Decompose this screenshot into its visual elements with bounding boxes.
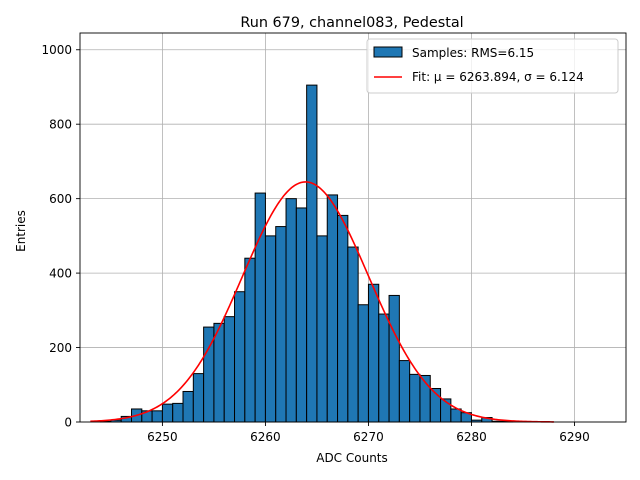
histogram-bar [326, 194, 339, 423]
plot-frame [79, 32, 627, 423]
y-tick-label: 600 [49, 192, 72, 206]
histogram-bar [223, 316, 236, 423]
histogram-bar [388, 294, 400, 423]
y-axis-ticks: 0 200 400 600 800 1000 [41, 43, 80, 429]
histogram-bar [316, 235, 328, 423]
histogram-bar [347, 246, 359, 423]
y-axis-label: Entries [14, 210, 28, 252]
histogram-bar [275, 226, 287, 423]
x-axis-ticks: 6250 6260 6270 6280 6290 [147, 422, 590, 444]
legend-bar-swatch [373, 46, 403, 58]
y-tick-label: 400 [49, 266, 72, 280]
x-tick-label: 6280 [456, 430, 487, 444]
histogram-bar [450, 408, 462, 423]
x-axis-label: ADC Counts [316, 451, 388, 465]
y-tick-label: 1000 [41, 43, 72, 57]
histogram-bar [337, 214, 349, 423]
legend: Samples: RMS=6.15 Fit: μ = 6263.894, σ =… [366, 38, 619, 94]
histogram-bar [182, 390, 194, 423]
x-tick-label: 6260 [250, 430, 281, 444]
y-tick-label: 800 [49, 118, 72, 132]
x-tick-label: 6290 [559, 430, 590, 444]
histogram-bar [357, 304, 369, 423]
histogram-bar [161, 403, 174, 423]
legend-label-samples: Samples: RMS=6.15 [412, 46, 534, 60]
histogram-bar [409, 373, 421, 423]
histogram-bar [234, 291, 246, 423]
x-tick-label: 6250 [147, 430, 178, 444]
gaussian-fit-curve [90, 181, 554, 423]
histogram-bar [244, 257, 256, 423]
histogram-bar [192, 373, 205, 423]
histogram-bar [264, 235, 277, 423]
histogram-bar [398, 360, 411, 423]
legend-label-fit: Fit: μ = 6263.894, σ = 6.124 [412, 70, 584, 84]
histogram-bar [306, 84, 318, 423]
histogram-bar [151, 410, 163, 423]
x-tick-label: 6270 [353, 430, 384, 444]
chart-title: Run 679, channel083, Pedestal [240, 15, 463, 31]
histogram-bar [295, 207, 308, 423]
histogram-bar [378, 313, 390, 423]
y-tick-label: 0 [64, 415, 72, 429]
histogram-bar [213, 322, 225, 423]
histogram-bar [285, 198, 297, 423]
histogram-bar [172, 402, 184, 423]
y-tick-label: 200 [49, 341, 72, 355]
histogram-bar [367, 283, 380, 423]
legend-box [366, 38, 619, 94]
